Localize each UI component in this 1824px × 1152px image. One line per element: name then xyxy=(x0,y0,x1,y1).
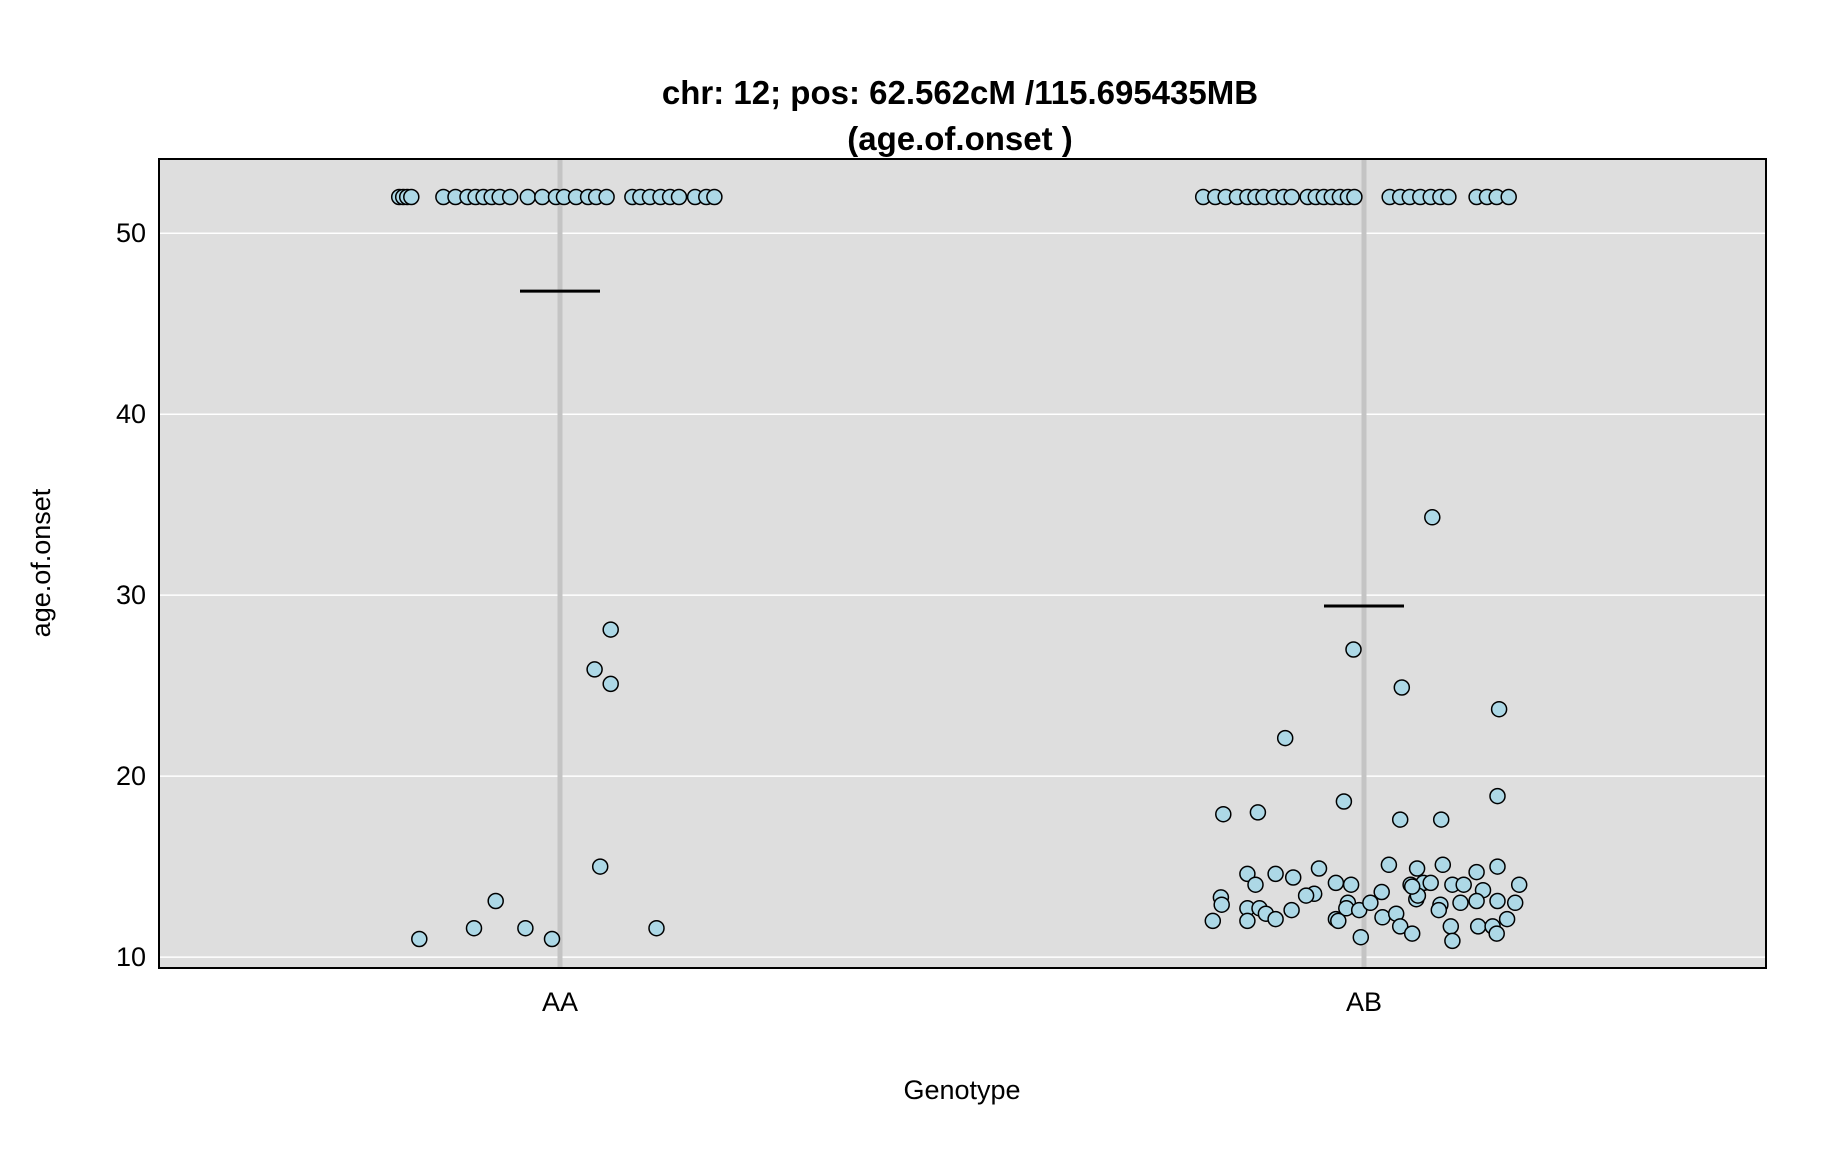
data-point xyxy=(1391,918,1409,935)
data-point xyxy=(1327,874,1345,892)
y-tick-label: 20 xyxy=(116,761,146,791)
data-points xyxy=(390,188,1528,950)
data-point xyxy=(1283,188,1300,206)
x-tick-label: AA xyxy=(542,987,578,1017)
data-point xyxy=(1489,892,1506,910)
data-point xyxy=(1422,874,1439,892)
data-point xyxy=(1374,909,1391,926)
data-point xyxy=(1249,804,1267,821)
data-point xyxy=(1330,912,1347,930)
data-point xyxy=(1352,928,1370,946)
data-point xyxy=(1440,188,1457,206)
y-tick-label: 50 xyxy=(116,218,146,248)
x-tick-labels: AA AB xyxy=(542,987,1382,1017)
data-point xyxy=(1267,865,1284,883)
data-point xyxy=(411,930,428,948)
data-point xyxy=(1403,878,1421,895)
data-point xyxy=(598,188,615,206)
data-point xyxy=(1432,811,1450,828)
data-point xyxy=(1442,918,1460,935)
data-point xyxy=(501,188,519,206)
data-point xyxy=(1215,805,1232,823)
data-point xyxy=(1408,860,1426,877)
data-point xyxy=(1444,932,1461,950)
data-point xyxy=(1345,641,1362,658)
data-point xyxy=(1489,858,1506,875)
x-tick-label: AB xyxy=(1346,987,1382,1017)
data-point xyxy=(602,675,619,693)
data-point xyxy=(1430,901,1448,919)
data-point xyxy=(1452,894,1469,912)
data-point xyxy=(1468,863,1485,881)
y-tick-label: 10 xyxy=(116,942,146,972)
data-point xyxy=(1310,860,1328,877)
data-point xyxy=(1204,912,1222,930)
data-point xyxy=(1455,876,1472,893)
data-point xyxy=(706,188,723,206)
data-point xyxy=(1297,887,1315,904)
mean-lines xyxy=(520,289,1404,608)
data-point xyxy=(1468,892,1485,910)
data-point xyxy=(1247,876,1264,893)
data-point xyxy=(670,188,688,206)
data-point xyxy=(1498,910,1516,928)
data-point xyxy=(1342,876,1360,893)
plot-panel xyxy=(159,159,1766,968)
data-point xyxy=(1239,912,1256,930)
data-point xyxy=(534,188,551,206)
y-axis-label: age.of.onset xyxy=(26,488,56,637)
data-point xyxy=(602,621,619,638)
data-point xyxy=(1380,856,1398,874)
data-point xyxy=(1213,896,1230,913)
data-point xyxy=(591,858,609,875)
data-point xyxy=(1391,811,1409,828)
data-point xyxy=(1506,894,1524,912)
data-point xyxy=(1267,910,1284,928)
data-point xyxy=(543,930,561,948)
data-point xyxy=(1346,188,1363,206)
category-lines xyxy=(557,159,1367,968)
data-point xyxy=(519,188,537,206)
data-point xyxy=(1284,869,1302,886)
y-tick-label: 30 xyxy=(116,580,146,610)
data-point xyxy=(1403,925,1421,942)
x-axis-label: Genotype xyxy=(903,1075,1020,1105)
data-point xyxy=(403,188,420,206)
chart-subtitle: (age.of.onset ) xyxy=(847,120,1073,157)
data-point xyxy=(465,919,483,937)
data-point xyxy=(1362,894,1379,912)
plot-border xyxy=(158,158,1767,969)
data-point xyxy=(1490,700,1508,718)
chart-title: chr: 12; pos: 62.562cM /115.695435MB xyxy=(662,74,1258,111)
data-point xyxy=(1500,188,1517,206)
data-point xyxy=(1239,865,1256,883)
data-point xyxy=(1373,883,1390,901)
data-point xyxy=(1434,856,1452,874)
data-point xyxy=(1510,876,1528,893)
data-point xyxy=(1469,918,1487,935)
data-point xyxy=(1335,793,1353,810)
data-point xyxy=(648,919,665,937)
data-point xyxy=(1488,925,1505,942)
y-tick-label: 40 xyxy=(116,399,146,429)
data-point xyxy=(1276,729,1294,747)
data-point xyxy=(1393,679,1411,696)
data-point xyxy=(586,661,603,678)
data-point xyxy=(1489,787,1506,805)
grid-lines xyxy=(159,232,1766,958)
data-point xyxy=(1283,901,1300,919)
data-point xyxy=(517,919,534,937)
y-tick-labels: 10 20 30 40 50 xyxy=(116,218,146,972)
data-point xyxy=(487,892,504,910)
data-point xyxy=(1424,509,1441,526)
